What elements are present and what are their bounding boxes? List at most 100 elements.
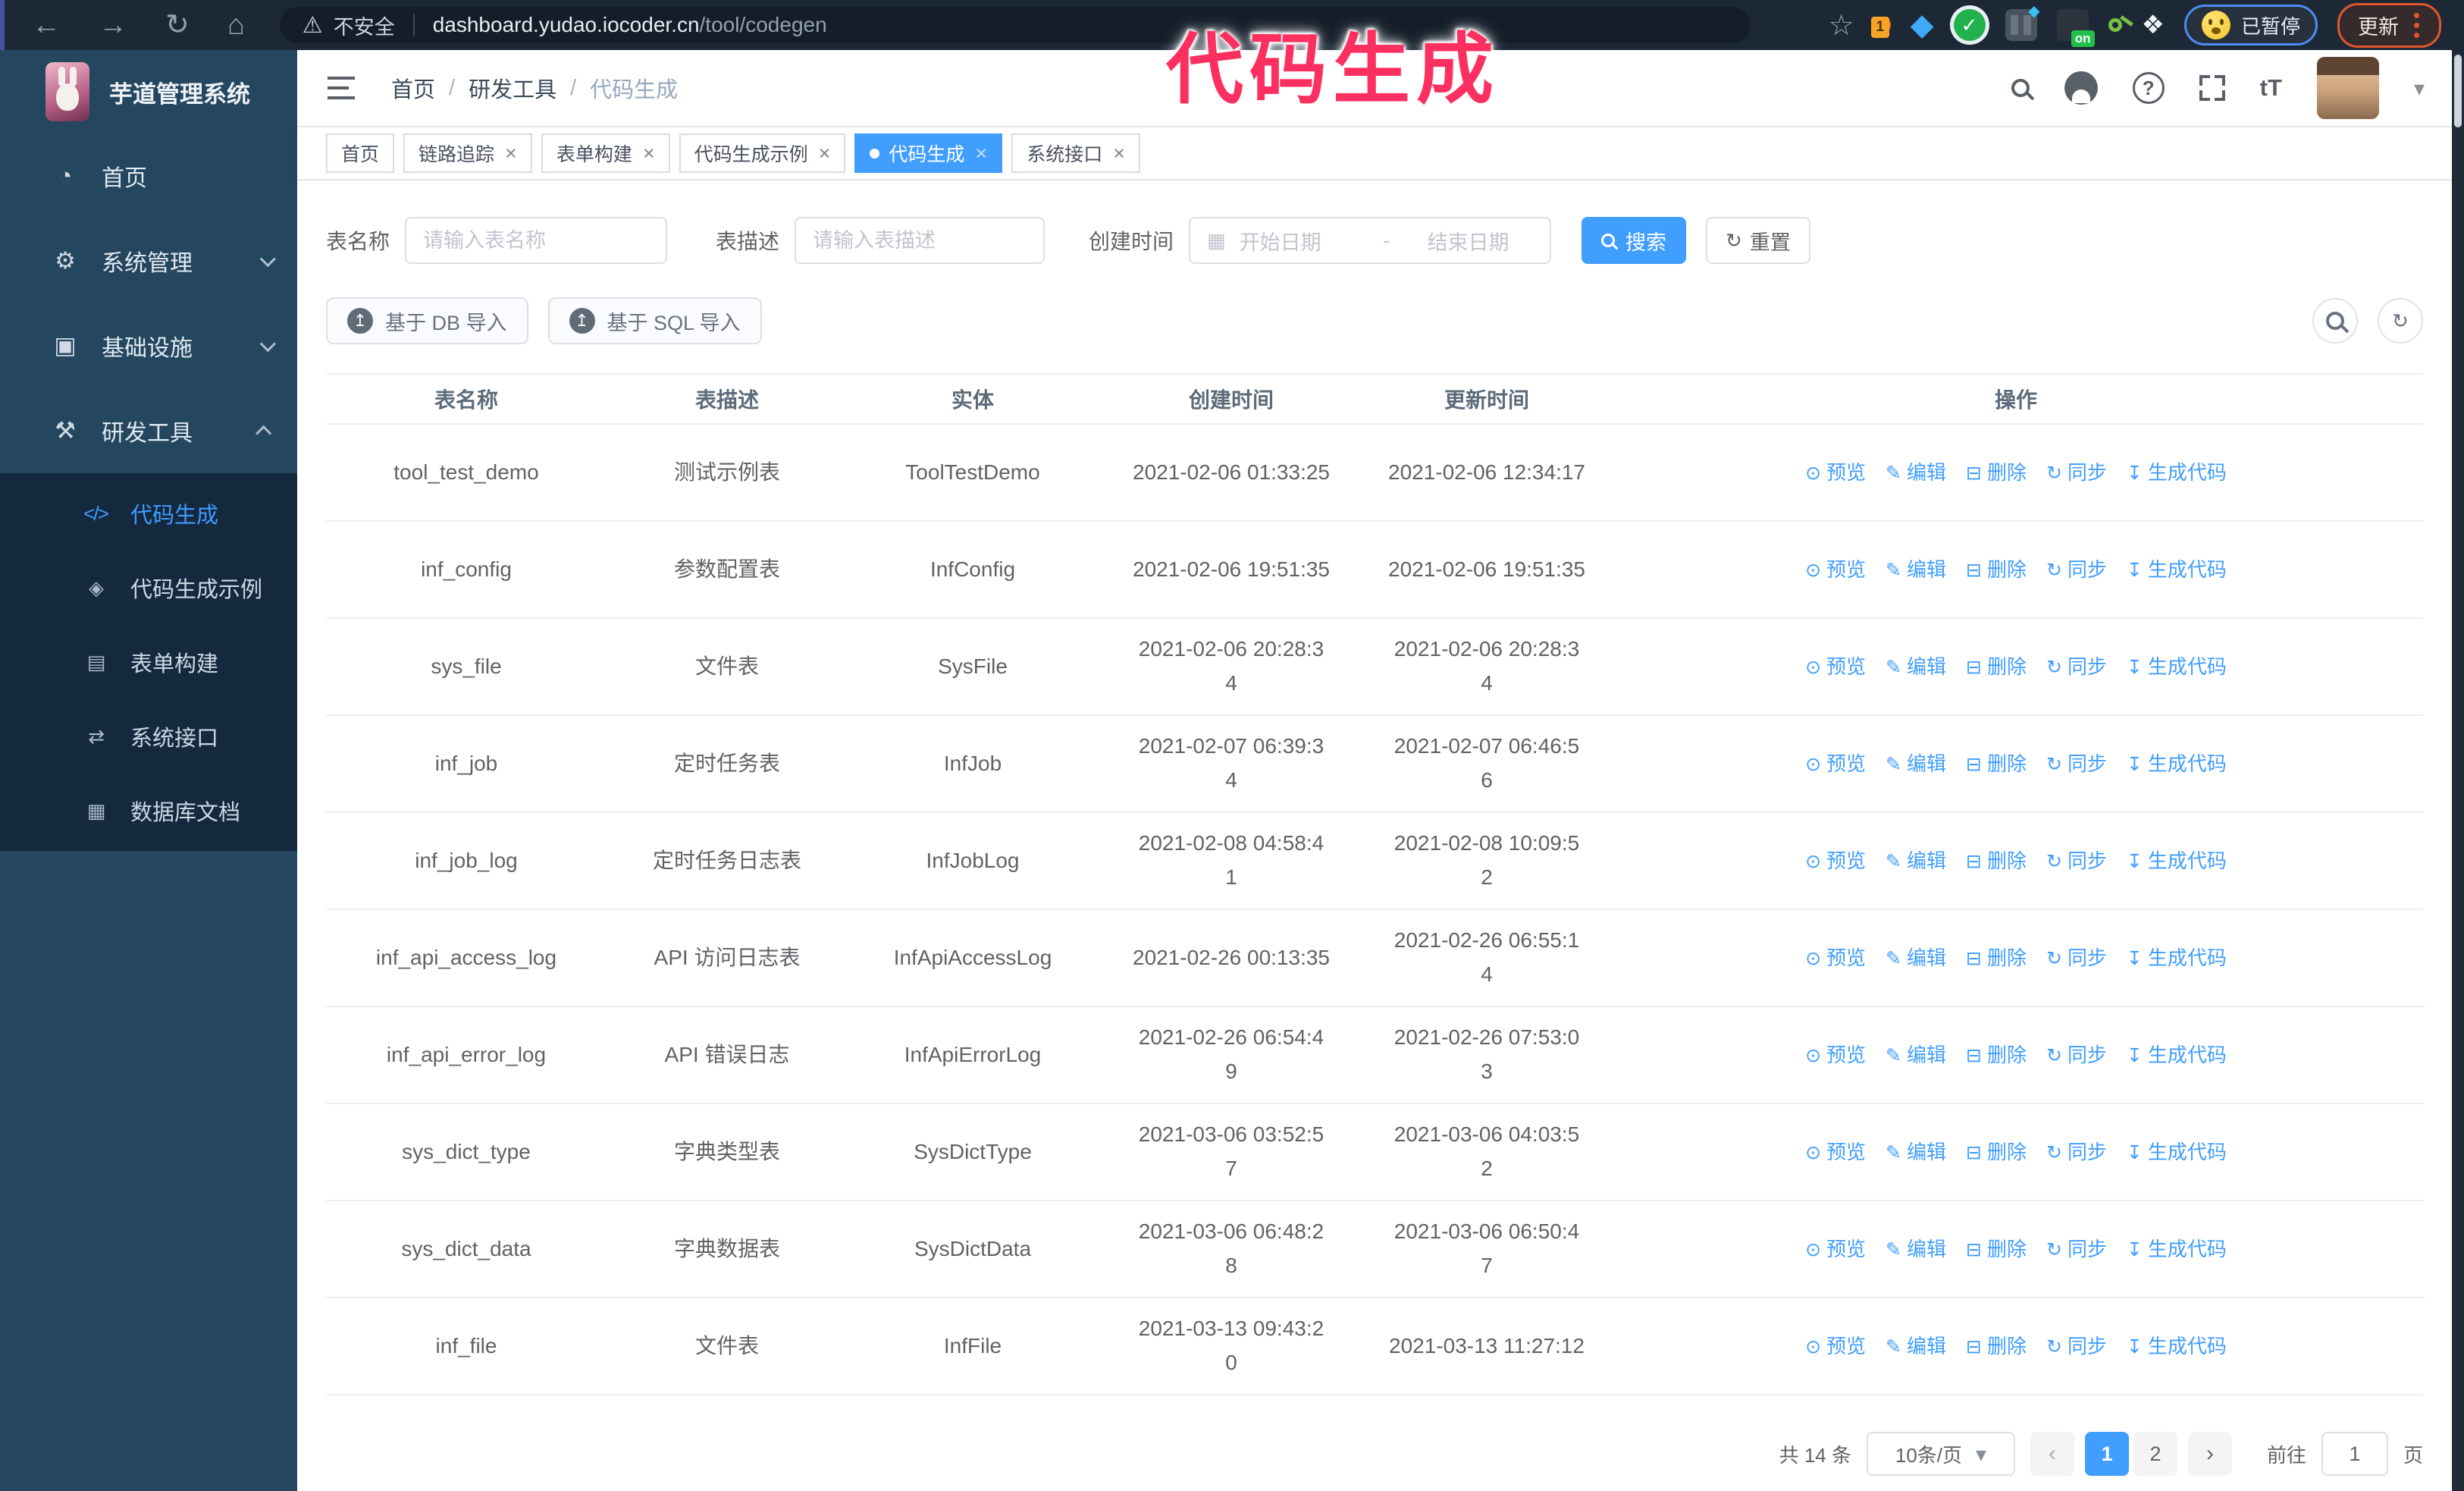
browser-scrollbar[interactable] — [2452, 50, 2464, 1491]
start-date-field[interactable]: 开始日期 — [1239, 231, 1321, 254]
preview-link[interactable]: ⊙ 预览 — [1805, 846, 1866, 877]
sidebar-item-db-doc[interactable]: ▦ 数据库文档 — [0, 774, 297, 848]
reload-icon[interactable]: ↻ — [165, 9, 190, 41]
bookmark-star-icon[interactable]: ☆ — [1828, 9, 1854, 42]
reset-button[interactable]: ↻ 重置 — [1706, 217, 1810, 264]
gem-extension-icon[interactable]: ◆ — [1910, 8, 1934, 42]
edit-link[interactable]: ✎ 编辑 — [1886, 457, 1946, 489]
forward-icon[interactable]: → — [99, 9, 127, 41]
address-bar[interactable]: ⚠ 不安全 dashboard.yudao.iocoder.cn /tool/c… — [279, 7, 1751, 43]
breadcrumb-item[interactable]: 代码生成 — [590, 78, 679, 102]
github-icon[interactable] — [2064, 71, 2098, 105]
tab-form-builder[interactable]: 表单构建 × — [541, 133, 670, 173]
preview-link[interactable]: ⊙ 预览 — [1805, 943, 1866, 975]
delete-link[interactable]: ⊟ 删除 — [1966, 846, 2027, 877]
search-icon[interactable] — [2011, 79, 2030, 97]
preview-link[interactable]: ⊙ 预览 — [1805, 651, 1866, 683]
sync-link[interactable]: ↻ 同步 — [2046, 457, 2107, 489]
generate-link[interactable]: ↧ 生成代码 — [2127, 457, 2227, 489]
sliders-extension-icon[interactable] — [2005, 2, 2040, 41]
paused-extension-pill[interactable]: 已暂停 — [2183, 5, 2318, 46]
search-button[interactable]: 搜索 — [1582, 217, 1687, 264]
sync-link[interactable]: ↻ 同步 — [2046, 1040, 2107, 1072]
table-desc-input[interactable] — [795, 217, 1045, 264]
db-import-button[interactable]: ↥ 基于 DB 导入 — [326, 297, 528, 344]
delete-link[interactable]: ⊟ 删除 — [1966, 651, 2027, 683]
help-icon[interactable]: ? — [2132, 72, 2165, 104]
close-icon[interactable]: × — [642, 141, 655, 165]
close-icon[interactable]: × — [975, 141, 988, 165]
sidebar-item-form-builder[interactable]: ▤ 表单构建 — [0, 625, 297, 699]
delete-link[interactable]: ⊟ 删除 — [1966, 1137, 2027, 1169]
green-check-extension-icon[interactable]: ✓ — [1953, 9, 1986, 41]
edit-link[interactable]: ✎ 编辑 — [1886, 554, 1946, 586]
generate-link[interactable]: ↧ 生成代码 — [2127, 1331, 2227, 1363]
sidebar-item-home[interactable]: ◔ 首页 — [0, 133, 297, 218]
sidebar-header[interactable]: 芋道管理系统 — [0, 50, 297, 133]
security-label[interactable]: 不安全 — [333, 15, 395, 39]
scrollbar-thumb[interactable] — [2454, 55, 2462, 127]
url-host[interactable]: dashboard.yudao.iocoder.cn — [432, 13, 700, 36]
generate-link[interactable]: ↧ 生成代码 — [2127, 554, 2227, 586]
sidebar-item-system-api[interactable]: ⇄ 系统接口 — [0, 699, 297, 774]
delete-link[interactable]: ⊟ 删除 — [1966, 1234, 2027, 1266]
edit-link[interactable]: ✎ 编辑 — [1886, 1137, 1946, 1169]
delete-link[interactable]: ⊟ 删除 — [1966, 749, 2027, 780]
preview-link[interactable]: ⊙ 预览 — [1805, 554, 1866, 586]
url-path[interactable]: /tool/codegen — [699, 13, 827, 36]
page-size-select[interactable]: 10条/页 ▾ — [1866, 1432, 2015, 1476]
generate-link[interactable]: ↧ 生成代码 — [2127, 1234, 2227, 1266]
breadcrumb-item[interactable]: 首页 — [391, 78, 436, 102]
sync-link[interactable]: ↻ 同步 — [2046, 943, 2107, 975]
sync-link[interactable]: ↻ 同步 — [2046, 749, 2107, 780]
sync-link[interactable]: ↻ 同步 — [2046, 651, 2107, 683]
key-extension-icon[interactable] — [2108, 18, 2122, 32]
puzzle-extensions-icon[interactable]: ❖ — [2141, 11, 2165, 39]
generate-link[interactable]: ↧ 生成代码 — [2127, 1040, 2227, 1072]
tab-system-api[interactable]: 系统接口 × — [1011, 133, 1140, 173]
on-badge-extension-icon[interactable] — [2056, 9, 2095, 47]
end-date-field[interactable]: 结束日期 — [1427, 231, 1509, 254]
delete-link[interactable]: ⊟ 删除 — [1966, 943, 2027, 975]
sync-link[interactable]: ↻ 同步 — [2046, 554, 2107, 586]
edit-link[interactable]: ✎ 编辑 — [1886, 1040, 1946, 1072]
home-icon[interactable]: ⌂ — [227, 9, 245, 41]
delete-link[interactable]: ⊟ 删除 — [1966, 1040, 2027, 1072]
close-icon[interactable]: × — [818, 141, 831, 165]
user-avatar[interactable] — [2316, 57, 2379, 119]
page-button-2[interactable]: 2 — [2133, 1432, 2177, 1476]
sidebar-item-system-management[interactable]: ⚙ 系统管理 — [0, 218, 297, 303]
preview-link[interactable]: ⊙ 预览 — [1805, 1137, 1866, 1169]
font-size-icon[interactable]: tT — [2259, 74, 2282, 101]
close-icon[interactable]: × — [1113, 141, 1125, 165]
tab-tracing[interactable]: 链路追踪 × — [403, 133, 532, 173]
create-time-range-picker[interactable]: ▦ 开始日期 - 结束日期 — [1189, 217, 1552, 264]
page-button-1[interactable]: 1 — [2084, 1432, 2129, 1476]
preview-link[interactable]: ⊙ 预览 — [1805, 749, 1866, 780]
breadcrumb-item[interactable]: 研发工具 — [469, 78, 557, 102]
table-name-input[interactable] — [405, 217, 668, 264]
sync-link[interactable]: ↻ 同步 — [2046, 846, 2107, 877]
tab-codegen-demo[interactable]: 代码生成示例 × — [679, 133, 846, 173]
sql-import-button[interactable]: ↥ 基于 SQL 导入 — [547, 297, 762, 344]
sync-link[interactable]: ↻ 同步 — [2046, 1234, 2107, 1266]
show-search-button[interactable] — [2312, 298, 2358, 344]
goto-page-input[interactable] — [2321, 1432, 2388, 1476]
kebab-menu-icon[interactable] — [2414, 22, 2419, 28]
fullscreen-icon[interactable] — [2199, 75, 2225, 101]
generate-link[interactable]: ↧ 生成代码 — [2127, 1137, 2227, 1169]
delete-link[interactable]: ⊟ 删除 — [1966, 457, 2027, 489]
preview-link[interactable]: ⊙ 预览 — [1805, 1331, 1866, 1363]
preview-link[interactable]: ⊙ 预览 — [1805, 1040, 1866, 1072]
refresh-button[interactable]: ↻ — [2378, 298, 2423, 344]
generate-link[interactable]: ↧ 生成代码 — [2127, 651, 2227, 683]
preview-link[interactable]: ⊙ 预览 — [1805, 1234, 1866, 1266]
browser-update-button[interactable]: 更新 — [2337, 2, 2441, 48]
sidebar-item-codegen[interactable]: </> 代码生成 — [0, 476, 297, 551]
sync-link[interactable]: ↻ 同步 — [2046, 1137, 2107, 1169]
orange-extension-icon[interactable] — [1870, 17, 1891, 38]
preview-link[interactable]: ⊙ 预览 — [1805, 457, 1866, 489]
chevron-down-icon[interactable]: ▾ — [2413, 76, 2425, 100]
edit-link[interactable]: ✎ 编辑 — [1886, 943, 1946, 975]
sync-link[interactable]: ↻ 同步 — [2046, 1331, 2107, 1363]
